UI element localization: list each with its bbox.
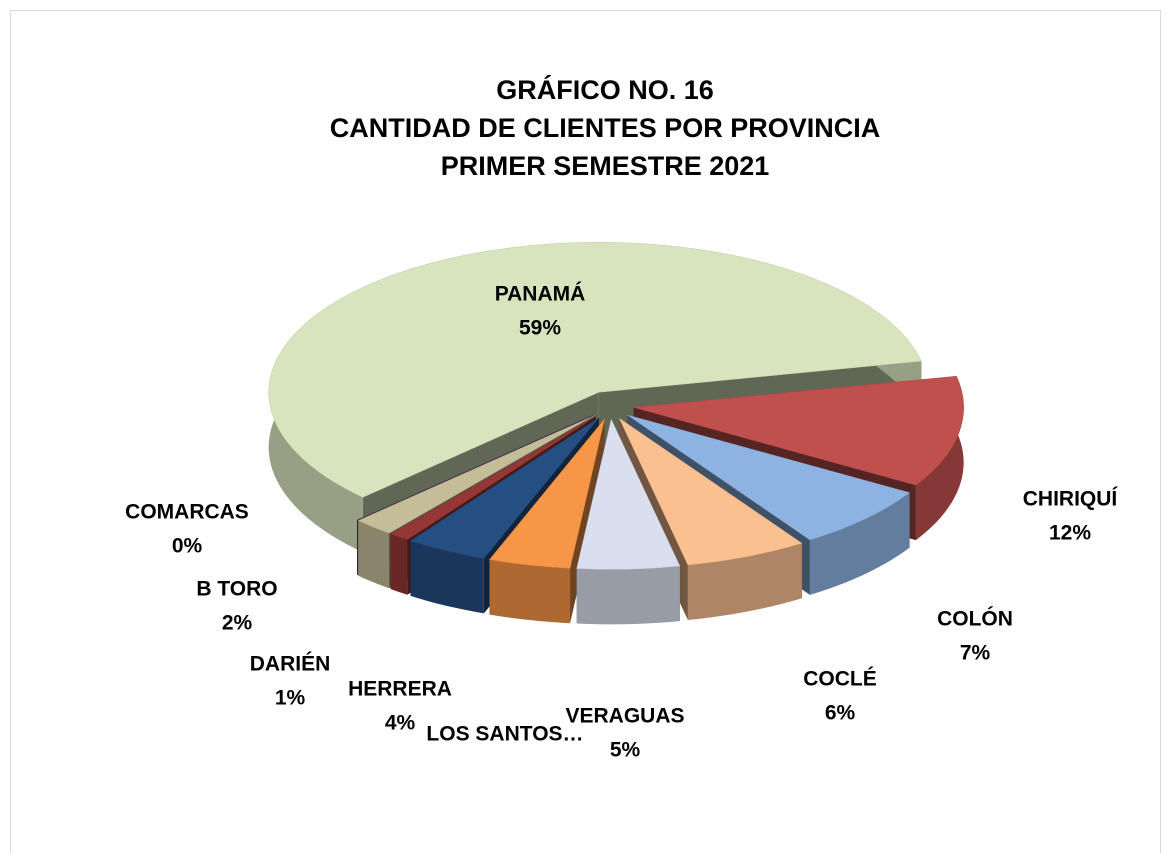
category-label: VERAGUAS <box>565 705 684 728</box>
slice-top <box>576 418 681 570</box>
slice-side <box>358 520 389 589</box>
category-label: DARIÉN <box>250 653 331 676</box>
category-label: CHIRIQUÍ <box>1023 488 1119 511</box>
slice-top <box>489 418 605 569</box>
slice-top <box>633 375 964 486</box>
slice-side <box>390 534 408 595</box>
slice-top <box>627 414 911 541</box>
chart-title: GRÁFICO NO. 16 <box>496 74 714 105</box>
value-label: 4% <box>385 712 416 735</box>
slice-top <box>357 415 595 534</box>
category-label: COLÓN <box>937 607 1013 631</box>
value-label: 59% <box>519 317 561 340</box>
value-label: 5% <box>610 739 641 762</box>
category-label: COCLÉ <box>803 668 877 691</box>
slice-side <box>489 559 571 624</box>
category-label: LOS SANTOS… <box>426 723 583 746</box>
slice-side <box>268 242 922 553</box>
value-label: 1% <box>275 687 306 710</box>
category-label: COMARCAS <box>125 501 249 524</box>
category-label: B TORO <box>196 578 277 601</box>
slice-top <box>356 414 593 521</box>
value-label: 6% <box>825 702 856 725</box>
category-label: PANAMÁ <box>495 283 586 306</box>
category-label: HERRERA <box>348 678 452 701</box>
labels: PANAMÁ 59% CHIRIQUÍ 12% COLÓN 7% COCLÉ 6% VERAGU… <box>125 283 1118 762</box>
value-label: 0% <box>172 535 203 558</box>
slice <box>576 418 681 625</box>
slice-top <box>618 417 803 566</box>
slice-top <box>390 416 596 541</box>
chart-title: PRIMER SEMESTRE 2021 <box>441 151 770 181</box>
value-label: 7% <box>960 642 991 665</box>
value-label: 12% <box>1049 522 1091 545</box>
slice-side <box>687 543 802 620</box>
slice-top <box>409 417 600 559</box>
slice-side <box>576 566 680 625</box>
chart-title: CANTIDAD DE CLIENTES POR PROVINCIA <box>330 113 881 143</box>
slice-side <box>410 540 484 614</box>
slice-top <box>268 242 922 498</box>
pie <box>268 242 964 625</box>
slice-side <box>915 376 964 541</box>
value-label: 2% <box>222 612 253 635</box>
slice-side <box>809 492 910 595</box>
